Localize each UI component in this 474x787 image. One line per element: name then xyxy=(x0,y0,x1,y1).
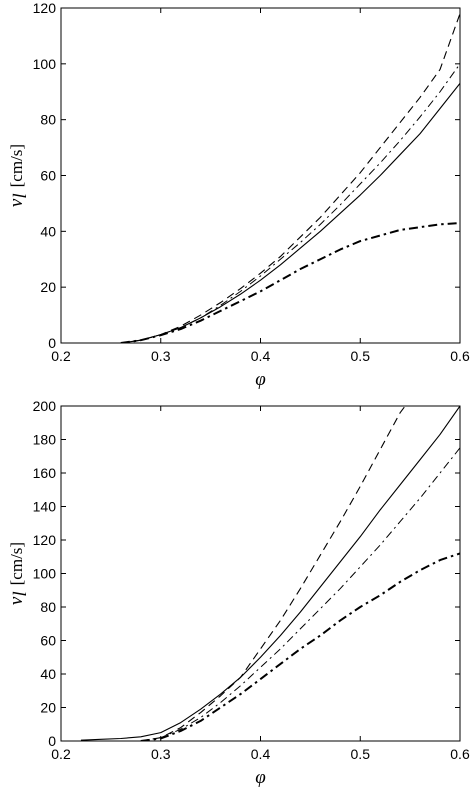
y-tick-label: 60 xyxy=(40,168,56,184)
y-tick-label: 80 xyxy=(40,112,56,128)
y-axis-label-main: v xyxy=(6,596,27,605)
series-line-dashdot-thin xyxy=(140,447,460,741)
y-tick-label: 100 xyxy=(33,56,57,72)
y-axis-label-main: v xyxy=(6,198,27,207)
y-axis-label: vl [cm/s] xyxy=(6,144,31,207)
y-tick-label: 60 xyxy=(40,633,56,649)
series-line-dashdot-thick xyxy=(140,552,460,741)
y-tick-label: 80 xyxy=(40,599,56,615)
y-axis-label: vl [cm/s] xyxy=(6,542,31,605)
plot-frame xyxy=(60,7,461,344)
series-line-solid xyxy=(120,83,460,343)
y-tick-label: 180 xyxy=(33,432,57,448)
y-tick-label: 40 xyxy=(40,223,56,239)
y-axis-label-unit: [cm/s] xyxy=(7,144,26,187)
y-tick-label: 120 xyxy=(33,532,57,548)
series-line-solid xyxy=(80,406,460,741)
plot-frame xyxy=(60,405,461,742)
x-tick-label: 0.6 xyxy=(450,348,470,364)
series-line-dashdot-thick xyxy=(120,221,460,343)
y-axis-label-subscript: l xyxy=(10,193,31,198)
y-tick-label: 20 xyxy=(40,700,56,716)
x-tick-label: 0.5 xyxy=(351,746,371,762)
y-tick-label: 0 xyxy=(48,733,56,749)
y-tick-label: 0 xyxy=(48,335,56,351)
x-tick-label: 0.4 xyxy=(251,746,271,762)
chart-panel-2: 0.2 0.3 0.4 0.5 0.6 0 20 40 60 80 100 120 140 160 180 2… xyxy=(6,398,470,787)
chart-panel-1: 0.2 0.3 0.4 0.5 0.6 0 20 40 60 80 100 120 φ vl [cm/s] xyxy=(6,0,470,390)
y-tick-label: 100 xyxy=(33,566,57,582)
y-tick-label: 140 xyxy=(33,499,57,515)
x-axis-label: φ xyxy=(255,369,266,390)
y-tick-label: 40 xyxy=(40,666,56,682)
y-axis-label-unit: [cm/s] xyxy=(7,542,26,585)
x-axis-label: φ xyxy=(255,767,266,787)
y-tick-label: 120 xyxy=(33,0,57,16)
x-tick-label: 0.5 xyxy=(351,348,371,364)
y-tick-label: 200 xyxy=(33,398,57,414)
y-tick-label: 20 xyxy=(40,279,56,295)
series-line-dashed xyxy=(140,406,406,741)
x-tick-label: 0.6 xyxy=(450,746,470,762)
x-tick-label: 0.2 xyxy=(51,746,71,762)
series-line-dashdot-thin xyxy=(120,63,460,343)
x-tick-label: 0.3 xyxy=(151,746,171,762)
y-axis-label-subscript: l xyxy=(10,591,31,596)
series-line-dashed xyxy=(120,13,460,343)
x-tick-label: 0.2 xyxy=(51,348,71,364)
x-tick-label: 0.4 xyxy=(251,348,271,364)
x-tick-label: 0.3 xyxy=(151,348,171,364)
y-tick-label: 160 xyxy=(33,465,57,481)
